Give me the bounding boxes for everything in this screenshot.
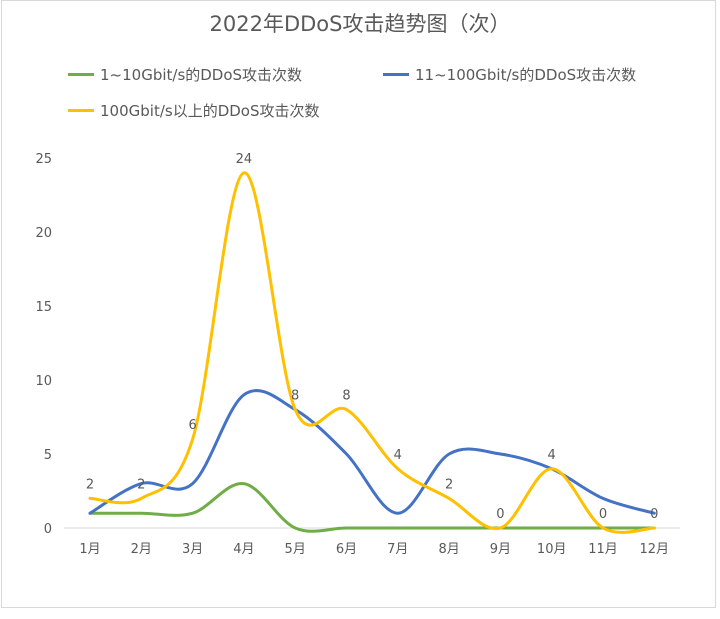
- x-tick-label: 9月: [490, 542, 511, 557]
- x-tick-label: 6月: [336, 542, 357, 557]
- legend-item-1-10gbps: 1~10Gbit/s的DDoS攻击次数: [68, 64, 302, 85]
- data-label: 4: [548, 448, 556, 463]
- y-tick-label: 5: [44, 448, 52, 463]
- legend-swatch-yellow: [68, 109, 94, 112]
- legend-swatch-blue: [383, 73, 409, 76]
- data-label: 2: [445, 477, 453, 492]
- data-label: 8: [291, 389, 299, 404]
- data-label: 0: [650, 507, 658, 522]
- chart-frame: [1, 0, 716, 608]
- series-line-1-10gbps: [88, 482, 656, 533]
- legend-item-11-100gbps: 11~100Gbit/s的DDoS攻击次数: [383, 64, 636, 85]
- legend-item-100gbps-plus: 100Gbit/s以上的DDoS攻击次数: [68, 100, 320, 121]
- x-tick-label: 7月: [387, 542, 408, 557]
- data-label: 2: [137, 477, 145, 492]
- legend-label: 100Gbit/s以上的DDoS攻击次数: [100, 102, 320, 120]
- chart-title: 2022年DDoS攻击趋势图（次）: [209, 12, 511, 36]
- y-tick-label: 0: [44, 522, 52, 537]
- x-tick-label: 11月: [588, 542, 618, 557]
- y-tick-label: 25: [35, 152, 52, 167]
- x-tick-label: 5月: [285, 542, 306, 557]
- x-tick-label: 2月: [131, 542, 152, 557]
- data-label: 24: [236, 152, 253, 167]
- data-label: 4: [394, 448, 402, 463]
- data-label: 2: [86, 477, 94, 492]
- x-tick-label: 1月: [79, 542, 100, 557]
- data-label: 8: [342, 389, 350, 404]
- series-line-100gbps-plus: [88, 171, 656, 534]
- legend-swatch-green: [68, 73, 94, 76]
- x-tick-label: 4月: [233, 542, 254, 557]
- data-label: 6: [188, 418, 196, 433]
- y-tick-label: 15: [35, 300, 52, 315]
- y-tick-label: 20: [35, 226, 52, 241]
- data-label: 0: [599, 507, 607, 522]
- series-line-11-100gbps: [88, 389, 656, 515]
- data-label: 0: [496, 507, 504, 522]
- x-tick-label: 12月: [640, 542, 670, 557]
- x-tick-label: 8月: [438, 542, 459, 557]
- legend-label: 1~10Gbit/s的DDoS攻击次数: [100, 66, 303, 84]
- x-tick-label: 10月: [537, 542, 567, 557]
- x-tick-label: 3月: [182, 542, 203, 557]
- legend-label: 11~100Gbit/s的DDoS攻击次数: [415, 66, 637, 84]
- y-tick-label: 10: [35, 374, 52, 389]
